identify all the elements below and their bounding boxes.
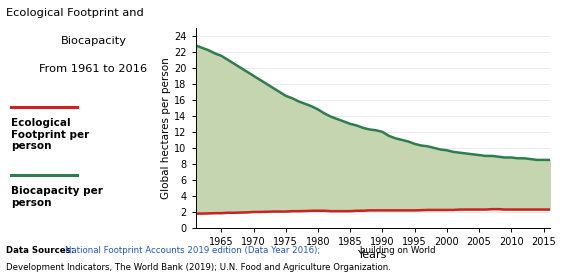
Text: building on World: building on World (360, 246, 435, 255)
Text: Ecological Footprint and: Ecological Footprint and (6, 8, 143, 18)
X-axis label: Years: Years (358, 250, 387, 260)
Text: National Footprint Accounts 2019 edition (Data Year 2016);: National Footprint Accounts 2019 edition… (65, 246, 320, 255)
Text: Biocapacity per
person: Biocapacity per person (11, 186, 103, 208)
Text: Biocapacity: Biocapacity (61, 36, 126, 46)
Text: Data Sources:: Data Sources: (6, 246, 74, 255)
Text: Development Indicators, The World Bank (2019); U.N. Food and Agriculture Organiz: Development Indicators, The World Bank (… (6, 263, 391, 272)
Y-axis label: Global hectares per person: Global hectares per person (161, 57, 171, 199)
Text: Ecological
Footprint per
person: Ecological Footprint per person (11, 118, 90, 151)
Text: From 1961 to 2016: From 1961 to 2016 (40, 64, 147, 74)
